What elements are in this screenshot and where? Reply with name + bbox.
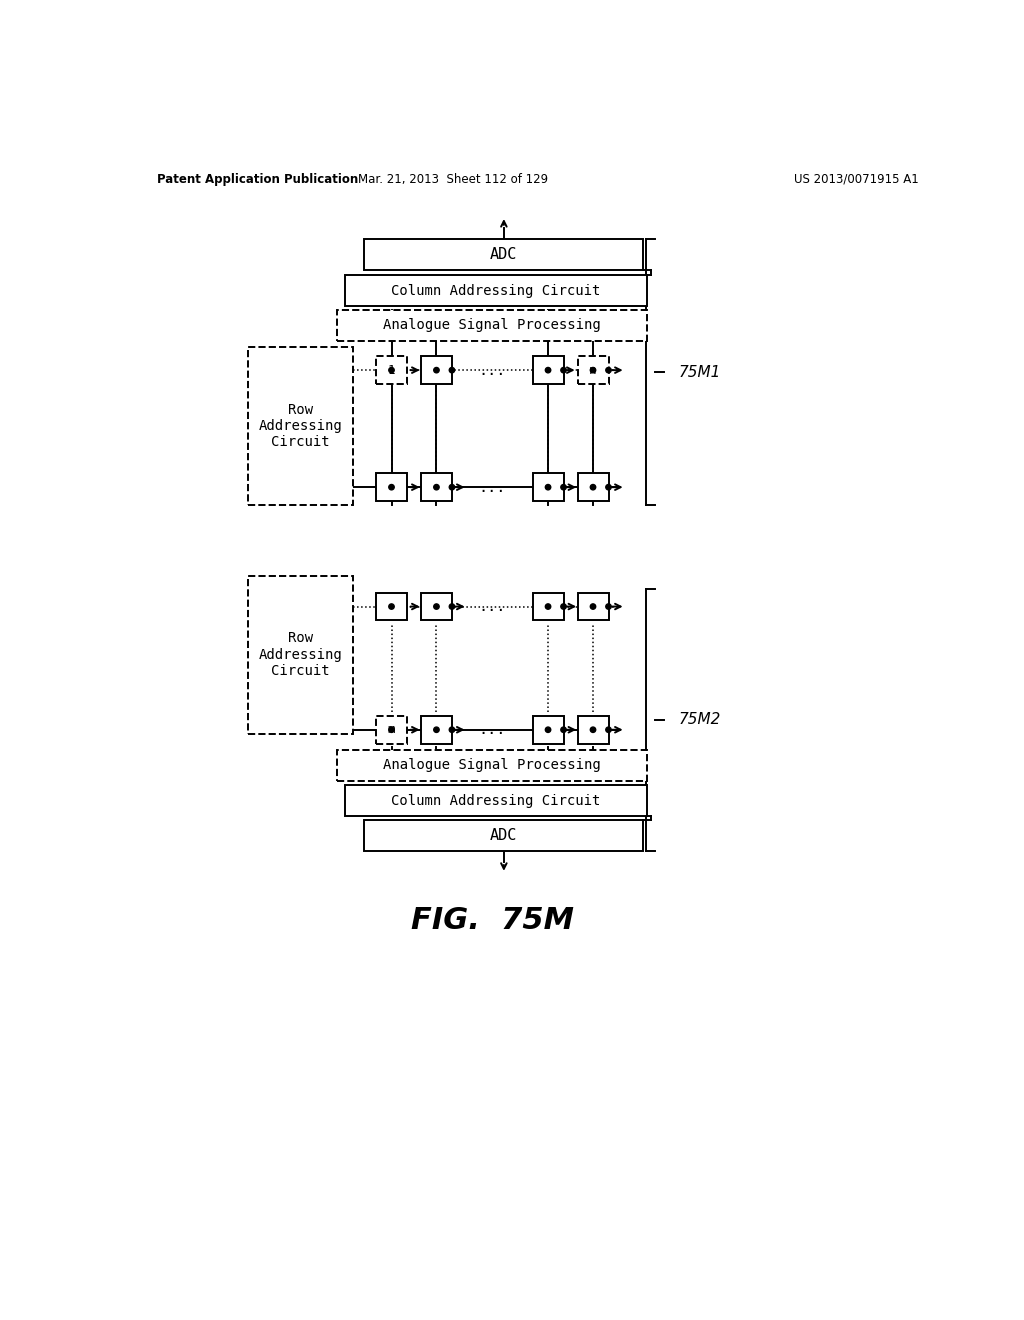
FancyBboxPatch shape — [337, 310, 647, 341]
Circle shape — [606, 367, 611, 372]
Circle shape — [450, 727, 455, 733]
FancyBboxPatch shape — [578, 356, 608, 384]
Circle shape — [561, 727, 566, 733]
Text: Patent Application Publication: Patent Application Publication — [158, 173, 358, 186]
Circle shape — [590, 603, 596, 610]
Text: FIG.  75M: FIG. 75M — [411, 907, 573, 935]
Circle shape — [450, 367, 455, 372]
Circle shape — [389, 603, 394, 610]
Circle shape — [389, 727, 394, 733]
Circle shape — [450, 603, 455, 610]
Circle shape — [590, 367, 596, 372]
FancyBboxPatch shape — [421, 715, 452, 743]
Circle shape — [546, 484, 551, 490]
Circle shape — [606, 727, 611, 733]
Circle shape — [546, 367, 551, 372]
Text: US 2013/0071915 A1: US 2013/0071915 A1 — [795, 173, 920, 186]
Text: ADC: ADC — [490, 828, 517, 842]
Text: ...: ... — [478, 363, 506, 378]
FancyBboxPatch shape — [578, 715, 608, 743]
FancyBboxPatch shape — [345, 785, 647, 816]
Text: Row
Addressing
Circuit: Row Addressing Circuit — [259, 631, 342, 678]
Text: 1: 1 — [388, 363, 395, 376]
Circle shape — [546, 603, 551, 610]
Circle shape — [606, 484, 611, 490]
Circle shape — [389, 367, 394, 372]
Circle shape — [434, 603, 439, 610]
Text: n: n — [589, 363, 597, 376]
FancyBboxPatch shape — [532, 356, 563, 384]
FancyBboxPatch shape — [578, 593, 608, 620]
FancyBboxPatch shape — [532, 593, 563, 620]
FancyBboxPatch shape — [248, 576, 352, 734]
Text: 75M2: 75M2 — [679, 713, 721, 727]
FancyBboxPatch shape — [365, 239, 643, 271]
FancyBboxPatch shape — [376, 593, 407, 620]
Circle shape — [561, 484, 566, 490]
FancyBboxPatch shape — [376, 356, 407, 384]
Circle shape — [434, 727, 439, 733]
Text: Mar. 21, 2013  Sheet 112 of 129: Mar. 21, 2013 Sheet 112 of 129 — [358, 173, 549, 186]
Text: ...: ... — [478, 722, 506, 738]
Circle shape — [450, 484, 455, 490]
Text: ...: ... — [478, 599, 506, 614]
Text: ADC: ADC — [490, 247, 517, 263]
Text: Row
Addressing
Circuit: Row Addressing Circuit — [259, 403, 342, 449]
Text: Analogue Signal Processing: Analogue Signal Processing — [383, 758, 601, 772]
FancyBboxPatch shape — [421, 356, 452, 384]
FancyBboxPatch shape — [248, 347, 352, 506]
FancyBboxPatch shape — [337, 750, 647, 780]
Text: ...: ... — [478, 479, 506, 495]
Circle shape — [434, 484, 439, 490]
FancyBboxPatch shape — [421, 593, 452, 620]
Circle shape — [561, 367, 566, 372]
FancyBboxPatch shape — [376, 715, 407, 743]
Circle shape — [590, 727, 596, 733]
Circle shape — [434, 367, 439, 372]
Text: 75M1: 75M1 — [679, 364, 721, 380]
FancyBboxPatch shape — [365, 820, 643, 850]
Circle shape — [606, 603, 611, 610]
FancyBboxPatch shape — [532, 474, 563, 502]
Text: Column Addressing Circuit: Column Addressing Circuit — [391, 284, 601, 298]
Circle shape — [561, 603, 566, 610]
FancyBboxPatch shape — [578, 474, 608, 502]
FancyBboxPatch shape — [421, 474, 452, 502]
Circle shape — [590, 484, 596, 490]
Text: Column Addressing Circuit: Column Addressing Circuit — [391, 793, 601, 808]
Circle shape — [546, 727, 551, 733]
FancyBboxPatch shape — [376, 474, 407, 502]
Text: m: m — [388, 723, 395, 737]
FancyBboxPatch shape — [532, 715, 563, 743]
Text: Analogue Signal Processing: Analogue Signal Processing — [383, 318, 601, 333]
FancyBboxPatch shape — [345, 276, 647, 306]
Circle shape — [389, 484, 394, 490]
